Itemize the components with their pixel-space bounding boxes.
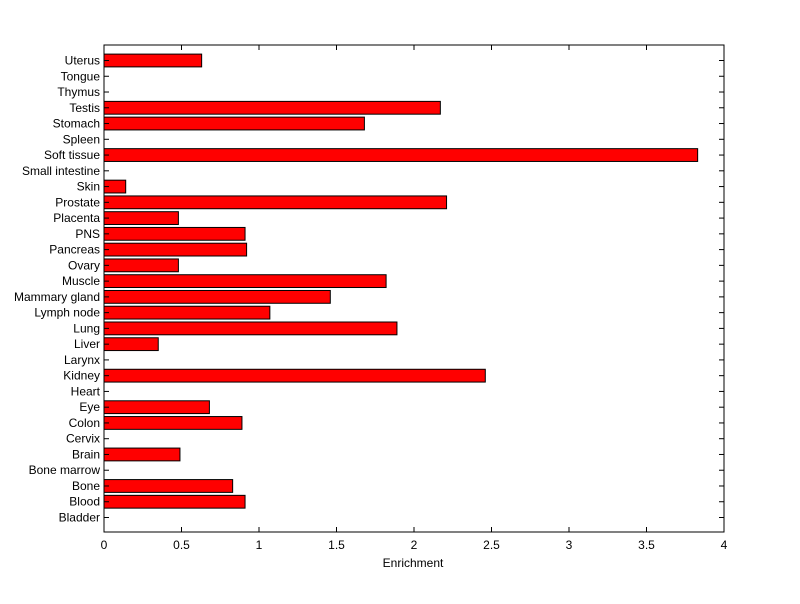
- y-tick-label: Bone: [72, 479, 100, 493]
- y-tick-label: Pancreas: [49, 243, 100, 257]
- bar-stomach: [103, 116, 365, 131]
- x-tick-label: 0.5: [173, 538, 190, 552]
- y-tick-label: Skin: [77, 180, 100, 194]
- y-tick-label: Spleen: [63, 132, 100, 146]
- y-tick-label: Testis: [69, 101, 100, 115]
- bar-colon: [103, 416, 243, 430]
- bar-uterus: [103, 53, 203, 68]
- y-tick-label: Brain: [72, 447, 100, 461]
- y-tick-label: Liver: [74, 337, 100, 351]
- bar-soft-tissue: [103, 148, 699, 162]
- y-tick-label: Muscle: [62, 274, 100, 288]
- y-tick-label: Larynx: [64, 353, 100, 367]
- bar-pancreas: [103, 242, 248, 257]
- x-tick-label: 4: [721, 538, 728, 552]
- bar-testis: [103, 100, 441, 115]
- y-tick-label: Bone marrow: [29, 463, 101, 477]
- y-tick-label: Mammary gland: [14, 290, 100, 304]
- bar-muscle: [103, 274, 387, 289]
- bar-prostate: [103, 195, 448, 210]
- y-tick-label: Kidney: [63, 369, 100, 383]
- bar-ovary: [103, 258, 179, 273]
- y-tick-label: PNS: [75, 227, 100, 241]
- x-axis-label: Enrichment: [383, 556, 444, 570]
- bar-mammary-gland: [103, 289, 331, 304]
- bar-blood: [103, 494, 246, 509]
- y-tick-label: Tongue: [61, 69, 101, 83]
- y-tick-label: Uterus: [65, 54, 100, 68]
- y-tick-label: Bladder: [59, 511, 100, 525]
- x-tick-label: 0: [101, 538, 108, 552]
- bar-placenta: [103, 211, 179, 225]
- bar-eye: [103, 400, 210, 415]
- y-tick-label: Soft tissue: [44, 148, 100, 162]
- y-tick-label: Heart: [71, 384, 101, 398]
- bar-pns: [103, 226, 246, 241]
- x-tick-label: 2.5: [483, 538, 500, 552]
- y-tick-label: Small intestine: [22, 164, 100, 178]
- y-tick-label: Blood: [69, 495, 100, 509]
- x-tick-label: 3: [566, 538, 573, 552]
- x-tick-label: 1.5: [328, 538, 345, 552]
- y-tick-label: Thymus: [57, 85, 100, 99]
- ticks-layer: [103, 45, 725, 532]
- bar-brain: [103, 447, 181, 462]
- bar-liver: [103, 337, 159, 352]
- y-tick-label: Eye: [79, 400, 100, 414]
- y-tick-label: Lung: [73, 321, 100, 335]
- bar-lung: [103, 321, 398, 336]
- y-tick-label: Placenta: [53, 211, 100, 225]
- bar-lymph-node: [103, 305, 271, 320]
- y-tick-label: Cervix: [66, 432, 100, 446]
- x-tick-label: 3.5: [638, 538, 655, 552]
- y-tick-label: Prostate: [55, 195, 100, 209]
- x-tick-label: 1: [256, 538, 263, 552]
- x-tick-label: 2: [411, 538, 418, 552]
- y-tick-label: Lymph node: [34, 306, 100, 320]
- bars-layer: [103, 53, 699, 509]
- y-tick-label: Stomach: [53, 117, 100, 131]
- bar-kidney: [103, 368, 486, 383]
- y-tick-label: Colon: [69, 416, 100, 430]
- bar-bone: [103, 479, 234, 493]
- y-tick-label: Ovary: [68, 258, 100, 272]
